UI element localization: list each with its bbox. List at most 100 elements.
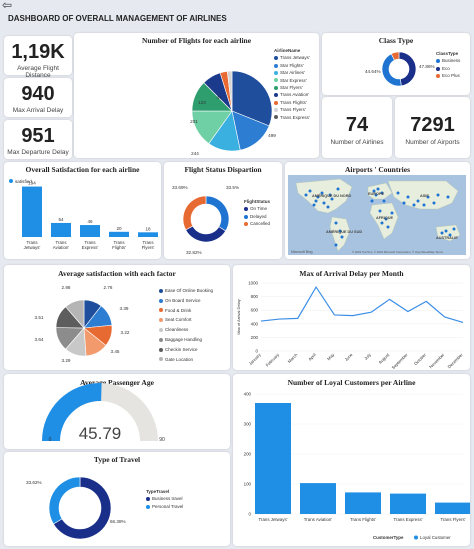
legend-label: Trans Jetways' — [280, 55, 310, 61]
airport-dot — [432, 201, 436, 205]
donut-data-label: 33.62% — [26, 480, 42, 485]
bar — [51, 222, 71, 237]
gauge-value: 45.79 — [79, 424, 122, 443]
x-tick-label: Trans Aviation' — [304, 517, 333, 522]
y-axis-label: Max of Arrival Delay — [236, 299, 241, 335]
legend-label: Trans Flyers' — [280, 107, 306, 113]
bar — [345, 492, 381, 514]
x-tick-label: Trans — [142, 240, 154, 245]
x-tick-label: December — [447, 352, 465, 370]
airport-dot — [336, 187, 340, 191]
airport-dot — [416, 199, 420, 203]
legend-label: Food & Drink — [165, 307, 192, 313]
legend-item[interactable]: On Board Service — [159, 296, 213, 306]
legend-label: On Time — [250, 206, 268, 212]
bar — [300, 483, 336, 514]
airport-dot — [382, 199, 386, 203]
legend-item[interactable]: Eco — [436, 65, 460, 72]
travel-donut: 33.62% 66.38% — [26, 476, 126, 540]
y-tick-label: 0 — [249, 512, 252, 517]
back-arrow-icon[interactable]: ⇦ — [2, 0, 13, 12]
legend-item[interactable]: Trans Flyers' — [274, 106, 310, 113]
legend-swatch-icon — [146, 504, 150, 509]
donut-segment-0 — [398, 51, 417, 87]
bar-data-label: 18 — [145, 226, 151, 231]
legend-item[interactable]: Baggage Handling — [159, 335, 213, 345]
x-tick-label: July — [363, 352, 372, 361]
legend-item[interactable]: Food & Drink — [159, 306, 213, 316]
legend-item[interactable]: Eco Plus — [436, 72, 460, 79]
donut-segment-0 — [53, 476, 112, 540]
legend-item[interactable]: Trans Aviation' — [274, 91, 310, 98]
legend-item[interactable]: Trans Jetways' — [274, 54, 310, 61]
airport-dot — [406, 195, 410, 199]
legend-swatch-icon — [436, 73, 440, 78]
legend-label: Eco Plus — [442, 73, 460, 79]
airport-dot — [338, 229, 342, 233]
airport-dot — [326, 205, 330, 209]
flights-per-airline-card: Number of Flights for each airline 123 47… — [74, 33, 319, 158]
map-region-label: AFRIQUE — [376, 216, 394, 220]
legend-swatch-icon — [244, 221, 248, 226]
legend-label: Cleanliness — [165, 327, 189, 333]
pie-data-label: 201 — [190, 119, 198, 124]
donut-data-label: 32.82% — [186, 250, 202, 255]
donut-data-label: 44.64% — [365, 69, 381, 74]
donut-data-label: 33.5% — [226, 185, 239, 190]
legend-item[interactable]: Star Flyers' — [274, 84, 310, 91]
legend-swatch-icon — [159, 357, 163, 362]
x-tick-label: Trans Flyers' — [440, 517, 465, 522]
legend-item[interactable]: Seat Comfort — [159, 315, 213, 325]
x-tick-label: Flights' — [112, 245, 126, 250]
legend-item[interactable]: Cleanliness — [159, 325, 213, 335]
legend-label: Business travel — [152, 496, 183, 502]
legend-label: Seat Comfort — [165, 317, 192, 323]
legend-item[interactable]: Trans Express' — [274, 114, 310, 121]
loyal-customers-card: Number of Loyal Customers per Airline 0 1… — [233, 374, 470, 546]
donut-data-label: 33.69% — [172, 185, 188, 190]
pie-data-label: 47 — [216, 95, 222, 100]
legend-item[interactable]: Checkin Service — [159, 345, 213, 355]
legend-item[interactable]: Business travel — [146, 495, 183, 502]
legend-item[interactable]: Gate Location — [159, 355, 213, 365]
legend-swatch-icon — [159, 328, 163, 333]
legend-item[interactable]: Star Express' — [274, 77, 310, 84]
legend-item[interactable]: Cancelled — [244, 220, 270, 227]
airport-dot — [390, 211, 394, 215]
legend-swatch-icon — [436, 59, 440, 64]
bar — [390, 493, 426, 514]
x-tick-label: August — [377, 352, 390, 365]
legend-item[interactable]: Ease Of Online Booking — [159, 286, 213, 296]
x-tick-label: Trans — [84, 240, 96, 245]
legend-item[interactable]: On Time — [244, 205, 270, 212]
chart-title: Max of Arrival Delay per Month — [299, 269, 404, 278]
airport-dot — [444, 229, 448, 233]
legend-swatch-icon — [244, 207, 248, 212]
kpi-label: Average Flight Distance — [17, 65, 59, 79]
airport-dot — [378, 209, 382, 213]
airport-dot — [320, 191, 324, 195]
kpi-label: Max Departure Delay — [7, 149, 69, 156]
y-tick-label: 800 — [251, 294, 259, 299]
flights-legend: AirlineName Trans Jetways' Star Flights' St… — [274, 47, 310, 121]
legend-item[interactable]: Delayed — [244, 213, 270, 220]
pie-data-label: 3.64 — [35, 337, 44, 342]
legend-item[interactable]: Personal Travel — [146, 503, 183, 510]
airports-map-card: Airports ' Countries AMÉRIQUE DU NORD EUR… — [285, 162, 470, 259]
satisfaction-bar-chart: satisfied194TransJetways'54TransAviation… — [9, 179, 158, 250]
world-map[interactable]: AMÉRIQUE DU NORD EUROPE ASIE AFRIQUE AMÉRIQU… — [288, 175, 466, 255]
legend-item[interactable]: Business — [436, 57, 460, 64]
kpi-value: 951 — [21, 125, 55, 147]
pie-data-label: 3.51 — [35, 315, 44, 320]
x-tick-label: Trans Flights' — [350, 517, 376, 522]
legend-item[interactable]: Star Flights' — [274, 62, 310, 69]
legend-label: Trans Express' — [280, 114, 310, 120]
legend-label: Star Express' — [280, 77, 307, 83]
x-tick-label: October — [413, 352, 427, 366]
legend-item[interactable]: Trans Flights' — [274, 99, 310, 106]
legend-item[interactable]: Star Airlines' — [274, 69, 310, 76]
legend-label: Star Airlines' — [280, 70, 305, 76]
flight-status-legend: FlightStatus On Time Delayed Cancelled — [244, 198, 270, 228]
y-tick-label: 400 — [244, 392, 252, 397]
overall-satisfaction-card: Overall Satisfaction for each airline sa… — [4, 162, 161, 259]
